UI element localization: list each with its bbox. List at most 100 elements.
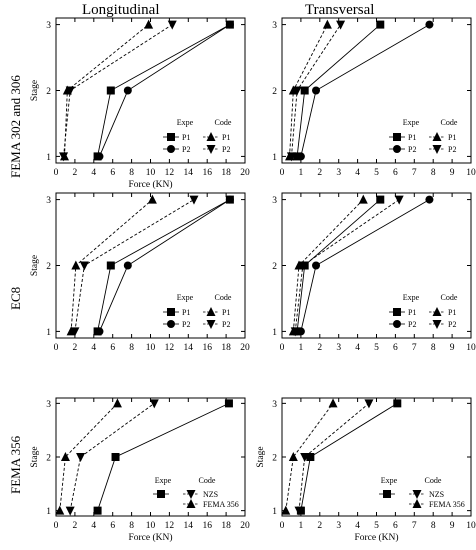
panel-1-legend-marker (167, 145, 175, 153)
panel-6-series-2-line (298, 403, 370, 511)
panel-1-xlabel: Force (KN) (128, 179, 172, 190)
panel-4-xtick-label: 1 (299, 343, 304, 353)
panel-1-frame (55, 17, 246, 164)
panel-6-series-3-point (328, 398, 338, 408)
panel-4-legend-label: P1 (448, 308, 456, 317)
panel-2-series-1-point (376, 20, 385, 29)
panel-1-xtick-label: 12 (165, 168, 175, 178)
panel-1-series-1-point (106, 86, 115, 95)
panel-5-series-3-line (59, 403, 118, 511)
panel-3-legend-header: Expe (177, 293, 194, 302)
panel-4-xtick-label: 0 (280, 343, 285, 353)
panel-2-xtick-label: 4 (355, 168, 360, 178)
panel-6-legend-header: Code (425, 476, 442, 485)
panel-6-xtick-label: 9 (450, 521, 455, 531)
panel-1-legend-label: P1 (222, 133, 230, 142)
panel-5-series-2-point (65, 506, 75, 516)
panel-4-ytick-label: 1 (272, 328, 277, 338)
panel-4-ytick-label: 2 (272, 262, 277, 272)
panel-3-xtick-label: 16 (202, 343, 212, 353)
panel-2-ytick-label: 3 (272, 21, 277, 31)
panel-6-series-3-point (281, 505, 291, 515)
panel-5-series-2-point (149, 399, 159, 409)
panel-3-legend-label: P2 (222, 320, 230, 329)
panel-3-xtick-label: 6 (110, 343, 115, 353)
panel-5-xtick-label: 4 (91, 521, 96, 531)
panel-6-series-1-point (306, 453, 315, 461)
panel-1-xtick-label: 14 (184, 168, 194, 178)
panel-6-xtick-label: 0 (280, 521, 285, 531)
panel-1-series-2-point (123, 86, 132, 95)
panel-1-ylabel: Stage (30, 80, 40, 101)
panel-4-series-2-point (425, 195, 434, 204)
panel-6-xtick-label: 3 (336, 521, 341, 531)
panel-5-series-2-line (69, 402, 155, 511)
panel-1-series-4-point (167, 20, 177, 30)
panel-1-legend-label: P2 (182, 145, 190, 154)
panel-1-ytick-label: 2 (46, 87, 51, 97)
panel-4-xtick-label: 4 (355, 343, 360, 353)
panel-4-legend-header: Code (441, 293, 458, 302)
panel-3-series-2-point (225, 195, 234, 204)
panel-2-frame (281, 17, 472, 164)
panel-4-xtick-label: 8 (431, 343, 436, 353)
panel-2-ytick-label: 1 (272, 153, 277, 163)
panel-5-legend-marker (186, 490, 196, 499)
panel-2-series-1-point (300, 86, 309, 95)
panel-1-xtick-label: 4 (91, 168, 96, 178)
panel-3-legend-label: P1 (222, 308, 230, 317)
panel-1-ytick-label: 3 (46, 21, 51, 31)
panel-4-legend-marker (393, 320, 401, 328)
panel-3-xtick-label: 18 (221, 343, 231, 353)
panel-5-xlabel: Force (KN) (128, 532, 172, 543)
panel-1-xtick-label: 10 (146, 168, 156, 178)
panel-4-series-2-point (312, 261, 321, 270)
panel-1-series-3-line (64, 24, 149, 157)
panel-6-legend-label: NZS (429, 490, 444, 499)
panel-4-legend-label: P2 (408, 320, 416, 329)
panel-2-series-2-point (312, 86, 321, 95)
panel-3-xtick-label: 8 (129, 343, 134, 353)
panel-2-series-1-line (296, 24, 381, 157)
panel-6-series-2-point (294, 506, 304, 516)
panel-1-legend-label: P1 (182, 133, 190, 142)
panel-2-xtick-label: 3 (336, 168, 341, 178)
panel-3-xtick-label: 4 (91, 343, 96, 353)
panel-6-xtick-label: 5 (374, 521, 379, 531)
panel-3-xtick-label: 14 (184, 343, 194, 353)
panel-1-series-2-point (95, 152, 104, 161)
panel-3-xtick-label: 10 (146, 343, 156, 353)
panel-3-legend-label: P1 (182, 308, 190, 317)
panel-6-ylabel: Stage (256, 446, 266, 467)
panel-3-legend-marker (206, 307, 216, 316)
panel-2-legend-marker (432, 132, 442, 141)
panel-5-series-1-point (93, 506, 102, 515)
panel-4-legend-label: P2 (448, 320, 456, 329)
panel-6-legend-marker (383, 490, 391, 498)
panel-2-xtick-label: 2 (317, 168, 322, 178)
panel-5-legend-label: FEMA 356 (203, 500, 239, 509)
panel-5-xtick-label: 2 (73, 521, 78, 531)
panel-2-series-4-point (336, 20, 346, 30)
panel-3-series-4-point (189, 195, 199, 205)
panel-3-xtick-label: 12 (165, 343, 175, 353)
panel-5-legend-label: NZS (203, 490, 218, 499)
panel-6-series-1-point (393, 399, 402, 408)
panel-5-xtick-label: 10 (146, 521, 156, 531)
panel-1-xtick-label: 16 (202, 168, 212, 178)
panel-2-ytick-label: 2 (272, 87, 277, 97)
panel-1-xtick-label: 20 (240, 168, 250, 178)
panel-2-series-3-point (322, 19, 332, 29)
panel-5-xtick-label: 18 (221, 521, 231, 531)
panel-6-legend-header: Expe (381, 476, 398, 485)
panel-3-legend-marker (206, 320, 216, 329)
panel-4-xtick-label: 9 (450, 343, 455, 353)
panel-6-xtick-label: 1 (299, 521, 304, 531)
panel-3-ytick-label: 2 (46, 262, 51, 272)
panel-6-series-3-point (288, 452, 298, 461)
panel-2-legend-label: P1 (448, 133, 456, 142)
panel-6-xtick-label: 4 (355, 521, 360, 531)
panel-1-series-4-line (63, 24, 173, 157)
panel-3-ytick-label: 3 (46, 196, 51, 206)
panel-4-series-1-point (376, 195, 385, 204)
